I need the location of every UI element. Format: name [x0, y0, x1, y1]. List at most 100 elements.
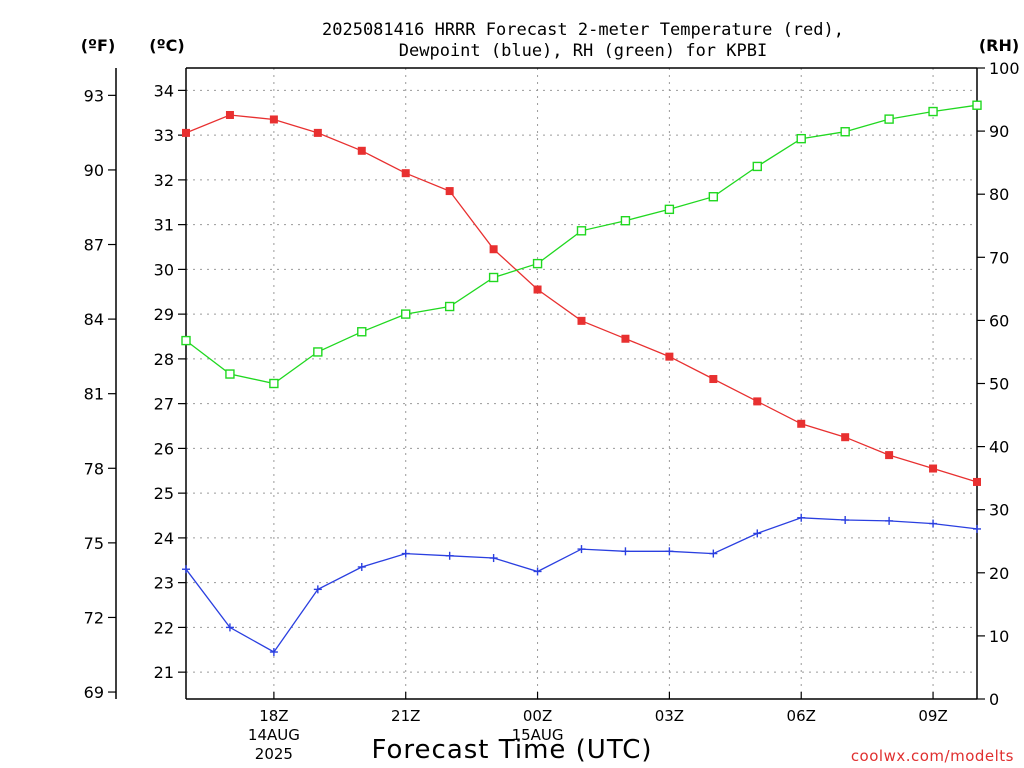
dewpoint-point	[269, 648, 278, 657]
celsius-tick-label: 30	[154, 260, 174, 279]
rh-point	[972, 100, 982, 110]
x-tick-label: 21Z	[391, 707, 420, 725]
rh-point	[884, 114, 894, 124]
rh-point	[313, 347, 323, 357]
temperature-point	[973, 477, 981, 486]
temperature-point	[182, 128, 190, 137]
rh-point	[269, 378, 279, 389]
rh-tick-label: 10	[989, 627, 1009, 646]
fahrenheit-tick-label: 90	[84, 161, 104, 180]
fahrenheit-tick-label: 72	[84, 608, 104, 627]
rh-point	[708, 192, 719, 202]
rh-point	[532, 258, 543, 269]
rh-tick-label: 50	[989, 375, 1009, 394]
temperature-point	[885, 451, 894, 460]
celsius-tick-label: 22	[154, 618, 174, 637]
celsius-tick-label: 34	[154, 81, 174, 100]
rh-point	[357, 327, 367, 337]
dewpoint-point	[709, 549, 718, 558]
dewpoint-point	[885, 516, 894, 525]
fahrenheit-tick-label: 69	[84, 683, 104, 702]
rh-unit-label: (RH)	[979, 36, 1019, 55]
fahrenheit-tick-label: 84	[84, 310, 104, 329]
rh-point	[664, 204, 675, 215]
rh-point	[928, 106, 938, 117]
celsius-tick-label: 23	[154, 574, 174, 593]
dewpoint-point	[973, 524, 981, 533]
rh-tick-label: 60	[989, 311, 1009, 330]
temperature-point	[357, 146, 366, 155]
dewpoint-point	[182, 565, 190, 574]
rh-tick-label: 30	[989, 501, 1009, 520]
temperature-point	[577, 316, 586, 325]
rh-tick-label: 90	[989, 122, 1009, 141]
dewpoint-point	[797, 513, 806, 522]
rh-tick-label: 0	[989, 690, 999, 709]
fahrenheit-tick-label: 87	[84, 236, 104, 255]
rh-point	[488, 272, 499, 283]
fahrenheit-tick-label: 78	[84, 459, 104, 478]
axes	[108, 67, 985, 700]
dewpoint-point	[929, 519, 938, 528]
rh-point	[796, 133, 806, 144]
temperature-point	[533, 285, 542, 294]
rh-tick-label: 20	[989, 564, 1009, 583]
rh-point	[401, 309, 411, 319]
rh-point	[225, 369, 235, 379]
chart-title-line-1: 2025081416 HRRR Forecast 2-meter Tempera…	[322, 20, 844, 40]
rh-tick-label: 100	[989, 59, 1020, 78]
rh-point	[576, 226, 587, 236]
dewpoint-point	[665, 547, 674, 556]
temperature-point	[225, 110, 234, 119]
dewpoint-point	[753, 529, 762, 538]
fahrenheit-tick-label: 75	[84, 534, 104, 553]
dewpoint-point	[489, 554, 498, 563]
dewpoint-point	[841, 515, 850, 524]
celsius-tick-label: 26	[154, 439, 174, 458]
dewpoint-point	[445, 551, 454, 560]
dewpoint-point	[621, 547, 630, 556]
rh-point	[181, 335, 191, 346]
rh-point	[444, 301, 455, 312]
temperature-point	[709, 375, 718, 384]
celsius-tick-label: 24	[154, 529, 174, 548]
x-tick-label: 18Z 14AUG 2025	[248, 707, 300, 763]
celsius-tick-label: 29	[154, 305, 174, 324]
temperature-point	[797, 419, 806, 428]
dewpoint-point	[401, 549, 410, 558]
temperature-point	[929, 464, 938, 473]
temperature-point	[445, 187, 454, 196]
chart-title-line-2: Dewpoint (blue), RH (green) for KPBI	[399, 41, 767, 61]
rh-tick-label: 70	[989, 248, 1009, 267]
rh-point	[752, 161, 762, 172]
rh-point	[620, 216, 631, 226]
dewpoint-point	[577, 545, 586, 554]
dewpoint-point	[357, 562, 366, 571]
x-tick-label: 06Z	[787, 707, 816, 725]
celsius-tick-label: 31	[154, 216, 174, 235]
temperature-point	[489, 245, 498, 254]
celsius-tick-label: 25	[154, 484, 174, 503]
fahrenheit-tick-label: 81	[84, 385, 104, 404]
rh-tick-label: 40	[989, 438, 1009, 457]
celsius-tick-label: 32	[154, 171, 174, 190]
temperature-point	[621, 334, 630, 343]
celsius-tick-label: 33	[154, 126, 174, 145]
celsius-unit-label: (ºC)	[149, 36, 184, 55]
site-credit: coolwx.com/modelts	[851, 747, 1014, 765]
celsius-tick-label: 28	[154, 350, 174, 369]
celsius-tick-label: 27	[154, 395, 174, 414]
celsius-tick-label: 21	[154, 663, 174, 682]
rh-tick-label: 80	[989, 185, 1009, 204]
temperature-point	[313, 128, 322, 137]
tick-labels: 69 72 75 78 81 84 87 90 93 21 22 23 24 25 26 27 28 29 30 31…	[84, 59, 1020, 763]
data-series	[181, 100, 982, 657]
dewpoint-point	[313, 585, 322, 594]
x-tick-label: 09Z	[918, 707, 947, 725]
temperature-point	[401, 169, 410, 178]
temperature-point	[269, 115, 278, 124]
rh-point	[840, 127, 850, 137]
x-axis-title: Forecast Time (UTC)	[371, 735, 652, 765]
